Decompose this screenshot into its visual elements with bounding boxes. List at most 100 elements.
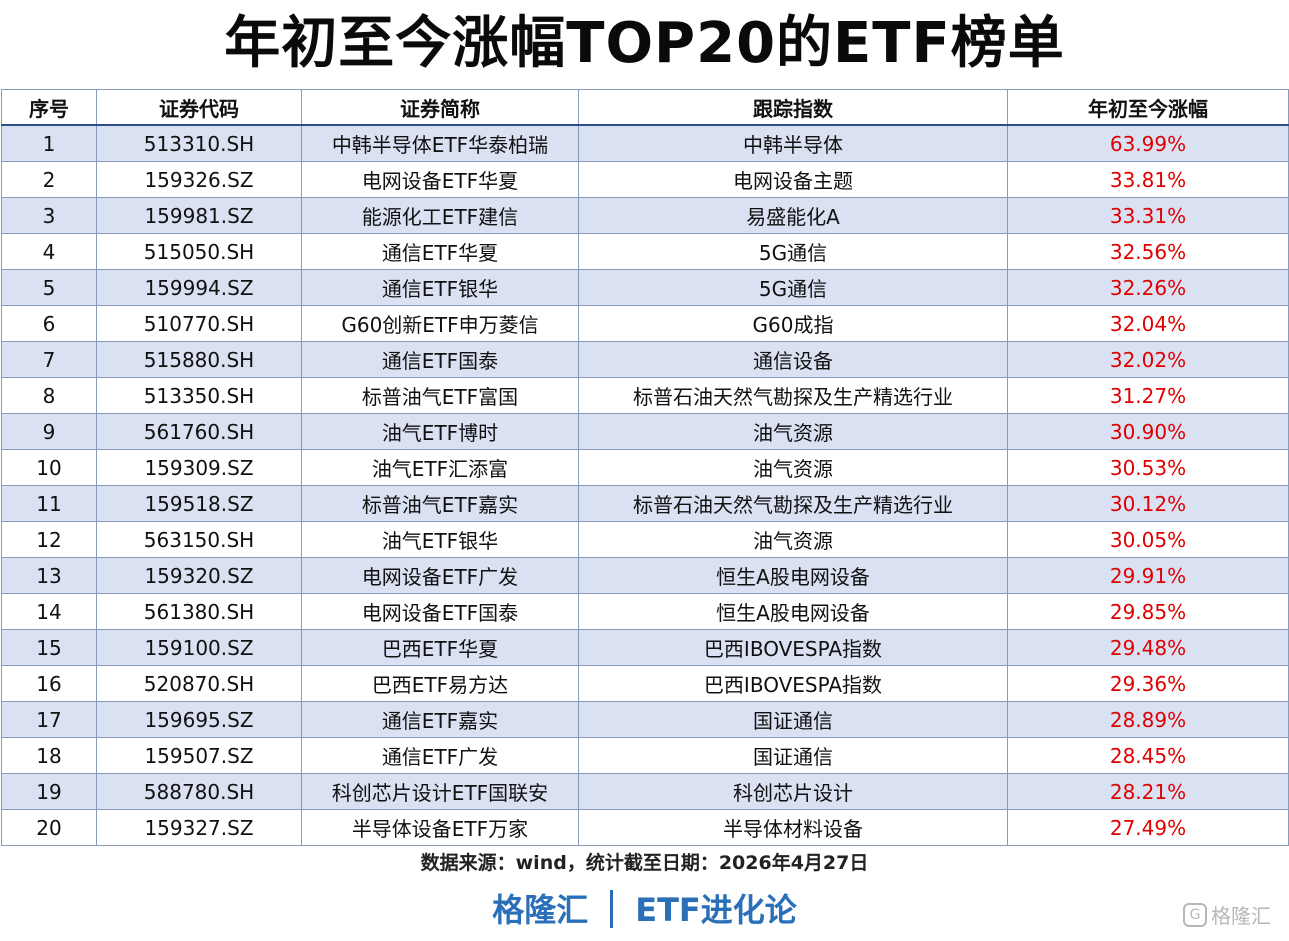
cell-index: 中韩半导体	[578, 124, 1008, 162]
table-row: 15 159100.SZ 巴西ETF华夏 巴西IBOVESPA指数 29.48%	[1, 629, 1289, 666]
cell-name: 巴西ETF华夏	[301, 629, 579, 666]
cell-index: 标普石油天然气勘探及生产精选行业	[578, 485, 1008, 522]
cell-index: 恒生A股电网设备	[578, 557, 1008, 594]
table-header-row: 序号 证券代码 证券简称 跟踪指数 年初至今涨幅	[1, 89, 1289, 126]
cell-ytd-gain: 32.02%	[1007, 341, 1289, 378]
cell-name: 通信ETF华夏	[301, 233, 579, 270]
cell-index: 国证通信	[578, 701, 1008, 738]
cell-ytd-gain: 33.81%	[1007, 161, 1289, 198]
cell-ytd-gain: 30.90%	[1007, 413, 1289, 450]
cell-ytd-gain: 28.45%	[1007, 737, 1289, 774]
cell-ytd-gain: 28.21%	[1007, 773, 1289, 810]
cell-name: 油气ETF博时	[301, 413, 579, 450]
cell-code: 159320.SZ	[96, 557, 302, 594]
cell-rank: 20	[1, 809, 97, 846]
cell-name: 通信ETF国泰	[301, 341, 579, 378]
cell-code: 515050.SH	[96, 233, 302, 270]
cell-name: 油气ETF汇添富	[301, 449, 579, 486]
brand-divider	[610, 890, 614, 928]
cell-rank: 19	[1, 773, 97, 810]
brand-footer: 格隆汇 ETF进化论	[0, 886, 1289, 934]
cell-index: 油气资源	[578, 449, 1008, 486]
cell-ytd-gain: 29.48%	[1007, 629, 1289, 666]
cell-code: 159994.SZ	[96, 269, 302, 306]
table-row: 20 159327.SZ 半导体设备ETF万家 半导体材料设备 27.49%	[1, 809, 1289, 846]
cell-ytd-gain: 32.04%	[1007, 305, 1289, 342]
table-row: 10 159309.SZ 油气ETF汇添富 油气资源 30.53%	[1, 449, 1289, 486]
cell-index: 油气资源	[578, 521, 1008, 558]
cell-ytd-gain: 30.53%	[1007, 449, 1289, 486]
cell-code: 561380.SH	[96, 593, 302, 630]
cell-code: 159518.SZ	[96, 485, 302, 522]
cell-ytd-gain: 28.89%	[1007, 701, 1289, 738]
cell-code: 159100.SZ	[96, 629, 302, 666]
header-ytd-gain: 年初至今涨幅	[1007, 89, 1289, 126]
cell-name: 巴西ETF易方达	[301, 665, 579, 702]
table-row: 14 561380.SH 电网设备ETF国泰 恒生A股电网设备 29.85%	[1, 593, 1289, 630]
cell-ytd-gain: 30.05%	[1007, 521, 1289, 558]
cell-code: 520870.SH	[96, 665, 302, 702]
cell-index: 电网设备主题	[578, 161, 1008, 198]
table-row: 2 159326.SZ 电网设备ETF华夏 电网设备主题 33.81%	[1, 161, 1289, 198]
table-row: 3 159981.SZ 能源化工ETF建信 易盛能化A 33.31%	[1, 197, 1289, 234]
cell-rank: 18	[1, 737, 97, 774]
etf-ranking-table: 序号 证券代码 证券简称 跟踪指数 年初至今涨幅 1 513310.SH 中韩半导体…	[1, 89, 1289, 846]
cell-index: 易盛能化A	[578, 197, 1008, 234]
cell-rank: 14	[1, 593, 97, 630]
table-row: 11 159518.SZ 标普油气ETF嘉实 标普石油天然气勘探及生产精选行业 30.1…	[1, 485, 1289, 522]
table-row: 1 513310.SH 中韩半导体ETF华泰柏瑞 中韩半导体 63.99%	[1, 124, 1289, 162]
cell-code: 159695.SZ	[96, 701, 302, 738]
page-title: 年初至今涨幅TOP20的ETF榜单	[224, 11, 1065, 76]
cell-name: 通信ETF嘉实	[301, 701, 579, 738]
brand-name: 格隆汇	[492, 891, 589, 929]
cell-rank: 7	[1, 341, 97, 378]
cell-rank: 11	[1, 485, 97, 522]
cell-code: 510770.SH	[96, 305, 302, 342]
watermark-logo-icon: G	[1183, 902, 1207, 927]
table-row: 6 510770.SH G60创新ETF申万菱信 G60成指 32.04%	[1, 305, 1289, 342]
cell-rank: 12	[1, 521, 97, 558]
cell-index: 5G通信	[578, 233, 1008, 270]
table-row: 19 588780.SH 科创芯片设计ETF国联安 科创芯片设计 28.21%	[1, 773, 1289, 810]
cell-name: 能源化工ETF建信	[301, 197, 579, 234]
cell-index: 油气资源	[578, 413, 1008, 450]
cell-code: 513350.SH	[96, 377, 302, 414]
cell-name: 标普油气ETF嘉实	[301, 485, 579, 522]
cell-code: 159327.SZ	[96, 809, 302, 846]
cell-ytd-gain: 32.26%	[1007, 269, 1289, 306]
header-name: 证券简称	[301, 89, 579, 126]
cell-index: 巴西IBOVESPA指数	[578, 665, 1008, 702]
cell-name: G60创新ETF申万菱信	[301, 305, 579, 342]
data-source-note: 数据来源：wind，统计截至日期：2026年4月27日	[420, 852, 869, 874]
cell-ytd-gain: 27.49%	[1007, 809, 1289, 846]
cell-code: 561760.SH	[96, 413, 302, 450]
cell-code: 588780.SH	[96, 773, 302, 810]
header-index: 跟踪指数	[578, 89, 1008, 126]
table-row: 18 159507.SZ 通信ETF广发 国证通信 28.45%	[1, 737, 1289, 774]
cell-index: 国证通信	[578, 737, 1008, 774]
cell-rank: 15	[1, 629, 97, 666]
cell-ytd-gain: 33.31%	[1007, 197, 1289, 234]
cell-rank: 13	[1, 557, 97, 594]
watermark-text: 格隆汇	[1211, 904, 1271, 928]
cell-ytd-gain: 63.99%	[1007, 124, 1289, 162]
cell-name: 标普油气ETF富国	[301, 377, 579, 414]
cell-rank: 2	[1, 161, 97, 198]
cell-code: 513310.SH	[96, 124, 302, 162]
cell-rank: 9	[1, 413, 97, 450]
cell-code: 159981.SZ	[96, 197, 302, 234]
cell-name: 半导体设备ETF万家	[301, 809, 579, 846]
cell-index: 标普石油天然气勘探及生产精选行业	[578, 377, 1008, 414]
cell-rank: 1	[1, 124, 97, 162]
table-row: 9 561760.SH 油气ETF博时 油气资源 30.90%	[1, 413, 1289, 450]
cell-index: 通信设备	[578, 341, 1008, 378]
cell-name: 科创芯片设计ETF国联安	[301, 773, 579, 810]
brand-column-name: ETF进化论	[635, 891, 797, 929]
cell-ytd-gain: 29.36%	[1007, 665, 1289, 702]
cell-name: 通信ETF广发	[301, 737, 579, 774]
cell-ytd-gain: 29.91%	[1007, 557, 1289, 594]
cell-ytd-gain: 29.85%	[1007, 593, 1289, 630]
cell-rank: 4	[1, 233, 97, 270]
header-code: 证券代码	[96, 89, 302, 126]
table-row: 5 159994.SZ 通信ETF银华 5G通信 32.26%	[1, 269, 1289, 306]
